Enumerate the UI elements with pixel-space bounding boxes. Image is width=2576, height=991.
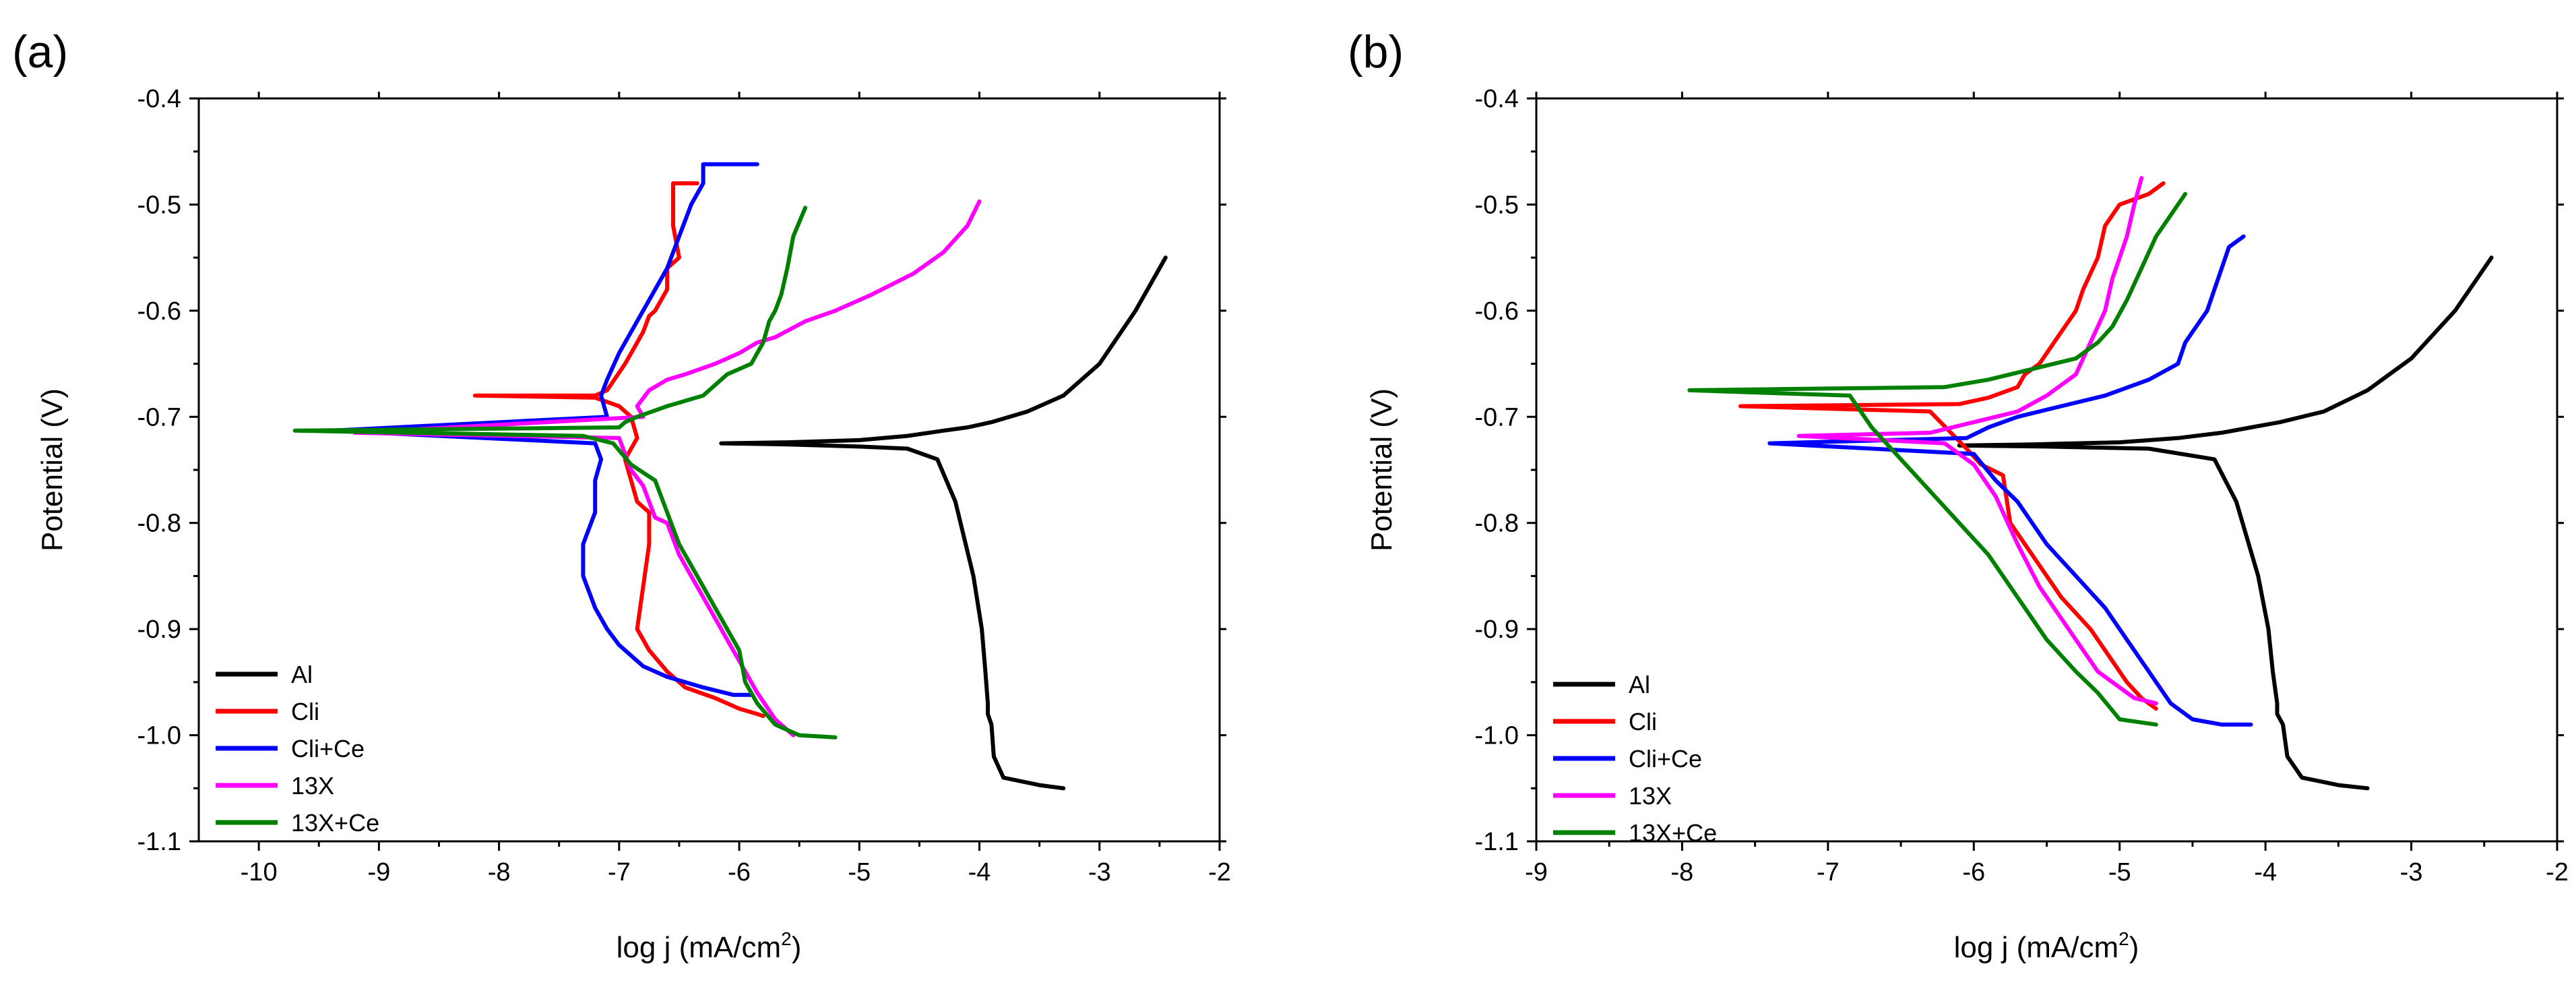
series-line-b-al bbox=[1957, 256, 2494, 791]
x-tick-label-a-2: -8 bbox=[488, 858, 511, 887]
plot-frame-b bbox=[1535, 97, 2558, 843]
x-tick-label-b-2: -7 bbox=[1817, 858, 1840, 887]
series-line-b-cli-ce bbox=[1767, 234, 2253, 727]
x-axis-title-a-sup: 2 bbox=[781, 928, 792, 949]
x-tick-label-b-0: -9 bbox=[1525, 858, 1548, 887]
series-line-b-13x bbox=[1796, 176, 2158, 706]
x-tick-label-a-5: -5 bbox=[848, 858, 871, 887]
y-tick-label-a-7: -0.4 bbox=[137, 85, 181, 113]
y-tick-label-a-1: -1.0 bbox=[137, 722, 181, 750]
x-tick-label-b-7: -2 bbox=[2546, 858, 2569, 887]
x-axis-title-b-sup: 2 bbox=[2118, 928, 2129, 949]
x-tick-label-a-7: -3 bbox=[1088, 858, 1111, 887]
x-tick-label-a-8: -2 bbox=[1208, 858, 1231, 887]
y-tick-label-b-2: -0.9 bbox=[1475, 615, 1519, 644]
x-tick-label-a-1: -9 bbox=[367, 858, 390, 887]
legend-label-a-4: 13X+Ce bbox=[291, 809, 379, 837]
x-tick-label-b-4: -5 bbox=[2108, 858, 2131, 887]
plot-frame-a bbox=[197, 97, 1221, 843]
y-tick-label-b-7: -0.4 bbox=[1475, 85, 1519, 113]
series-line-b-13x-ce bbox=[1687, 191, 2188, 727]
legend-label-b-4: 13X+Ce bbox=[1629, 819, 1717, 847]
ticks-group-a: -10 -9 -8 -7 -6 -5 -4 -3 -2 -1.1 -1.0 -0.9 -0.8 -0.7 -… bbox=[137, 85, 1231, 887]
y-tick-label-a-2: -0.9 bbox=[137, 615, 181, 644]
x-axis-title-b-main: log j (mA/cm bbox=[1954, 931, 2118, 964]
legend-label-a-2: Cli+Ce bbox=[291, 735, 365, 762]
x-axis-title-a-close: ) bbox=[792, 931, 802, 964]
ticks-group-b: -9 -8 -7 -6 -5 -4 -3 -2 -1.1 -1.0 -0.9 -0.8 -0.7 -0.6… bbox=[1475, 85, 2569, 887]
x-axis-title-b-close: ) bbox=[2129, 931, 2139, 964]
y-tick-label-b-6: -0.5 bbox=[1475, 191, 1519, 219]
legend-label-b-3: 13X bbox=[1629, 782, 1672, 810]
y-tick-label-a-3: -0.8 bbox=[137, 510, 181, 538]
x-axis-title-b: log j (mA/cm2) bbox=[1954, 928, 2139, 964]
legend-label-b-1: Cli bbox=[1629, 708, 1657, 735]
x-axis-title-a-main: log j (mA/cm bbox=[617, 931, 781, 964]
x-tick-label-b-5: -4 bbox=[2254, 858, 2277, 887]
series-line-a-13x-ce bbox=[292, 206, 838, 740]
x-tick-label-b-6: -3 bbox=[2400, 858, 2423, 887]
y-tick-label-a-4: -0.7 bbox=[137, 403, 181, 431]
series-line-a-al bbox=[719, 256, 1168, 791]
y-tick-label-b-1: -1.0 bbox=[1475, 722, 1519, 750]
chart-panel-b: (b) -9 -8 -7 -6 -5 -4 -3 -2 -1.1 -1.0 -0.9 -0.8 -0.7… bbox=[1348, 26, 2569, 964]
y-axis-title-b: Potential (V) bbox=[1365, 388, 1398, 551]
panel-label-a: (a) bbox=[12, 26, 68, 78]
y-tick-label-b-3: -0.8 bbox=[1475, 510, 1519, 538]
y-tick-label-a-0: -1.1 bbox=[137, 828, 181, 856]
x-tick-label-a-0: -10 bbox=[241, 858, 278, 887]
x-tick-label-b-3: -6 bbox=[1962, 858, 1985, 887]
legend-label-a-0: Al bbox=[291, 661, 313, 688]
legend-label-a-3: 13X bbox=[291, 772, 334, 800]
legend-label-a-1: Cli bbox=[291, 698, 319, 725]
y-tick-label-b-5: -0.6 bbox=[1475, 297, 1519, 326]
chart-panel-a: (a) -10 -9 -8 -7 -6 -5 -4 -3 -2-1.1-1.0-0.9-0.8-… bbox=[12, 26, 1231, 964]
y-tick-label-a-5: -0.6 bbox=[137, 297, 181, 326]
series-group-a bbox=[292, 162, 1168, 791]
y-tick-label-a-6: -0.5 bbox=[137, 191, 181, 219]
legend-b: Al Cli Cli+Ce 13X 13X+Ce bbox=[1553, 671, 1717, 847]
x-tick-label-a-6: -4 bbox=[968, 858, 991, 887]
series-group-b bbox=[1687, 176, 2494, 791]
series-line-a-cli bbox=[472, 181, 765, 719]
x-axis-title-a: log j (mA/cm2) bbox=[617, 928, 802, 964]
x-tick-label-a-3: -7 bbox=[608, 858, 631, 887]
legend-label-b-0: Al bbox=[1629, 671, 1650, 698]
series-line-a-13x bbox=[352, 199, 982, 738]
y-tick-label-b-0: -1.1 bbox=[1475, 828, 1519, 856]
series-line-a-cli-ce bbox=[329, 162, 759, 697]
x-tick-label-b-1: -8 bbox=[1671, 858, 1694, 887]
y-tick-label-b-4: -0.7 bbox=[1475, 403, 1519, 431]
legend-a: Al Cli Cli+Ce 13X 13X+Ce bbox=[216, 661, 379, 837]
x-tick-label-a-4: -6 bbox=[728, 858, 751, 887]
series-line-b-cli bbox=[1738, 181, 2166, 711]
legend-label-b-2: Cli+Ce bbox=[1629, 745, 1702, 773]
panel-label-b: (b) bbox=[1348, 26, 1404, 78]
y-axis-title-a: Potential (V) bbox=[36, 388, 69, 551]
